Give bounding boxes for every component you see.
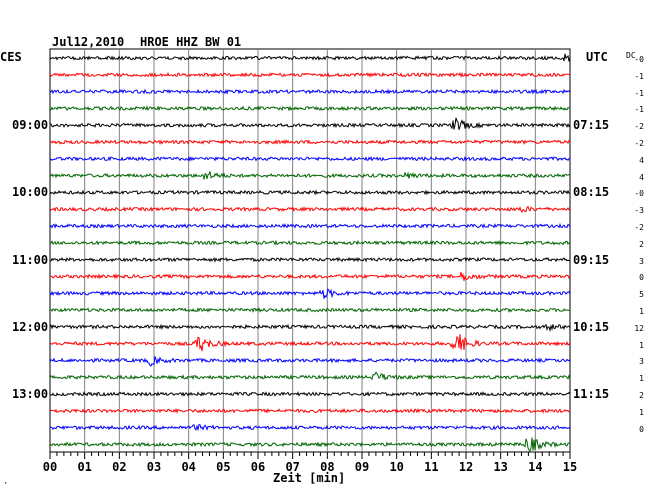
x-tick-label: 09 xyxy=(355,460,369,474)
dc-offset-value: 1 xyxy=(639,307,644,316)
x-tick-label: 06 xyxy=(251,460,265,474)
date-label: Jul12,2010 xyxy=(52,35,125,49)
seismic-trace xyxy=(49,371,571,381)
grid-lines xyxy=(49,48,571,453)
seismic-trace xyxy=(49,356,571,367)
dc-offset-value: -0 xyxy=(634,189,644,199)
right-hour-label: 11:15 xyxy=(573,387,610,401)
dc-offset-value: -1 xyxy=(634,71,644,81)
dc-offset-value: -2 xyxy=(634,223,644,232)
right-hour-label: 09:15 xyxy=(573,252,610,267)
dc-offset-value: 2 xyxy=(639,391,644,400)
seismic-trace xyxy=(49,139,571,146)
x-tick-label: 14 xyxy=(528,460,542,474)
seismic-trace xyxy=(49,256,571,263)
dc-label: DC xyxy=(626,51,636,60)
seismic-trace xyxy=(49,307,571,313)
dc-offset-value: -2 xyxy=(634,139,644,148)
right-zone-label: UTC xyxy=(586,50,608,64)
dc-offset-value: 4 xyxy=(639,172,644,182)
x-tick-label: 02 xyxy=(112,460,126,474)
seismic-trace xyxy=(49,71,571,78)
dc-offset-value: -1 xyxy=(634,105,644,115)
x-tick-label: 10 xyxy=(389,460,403,474)
dc-offset-value: -0 xyxy=(634,55,644,64)
x-tick-label: 05 xyxy=(216,460,230,474)
x-tick-label: 11 xyxy=(424,460,438,474)
trace-group xyxy=(49,53,571,453)
x-tick-label: 12 xyxy=(459,460,473,474)
x-axis-title: Zeit [min] xyxy=(273,471,346,485)
x-tick-label: 07 xyxy=(285,460,299,474)
seismic-trace xyxy=(49,189,571,196)
dc-offset-value: 4 xyxy=(639,155,644,165)
dc-offset-value: 2 xyxy=(639,239,644,249)
seismic-trace xyxy=(49,239,571,246)
seismic-trace xyxy=(49,53,571,62)
x-tick-label: 00 xyxy=(43,460,57,474)
left-hour-label: 09:00 xyxy=(12,118,49,133)
x-tick-label: 04 xyxy=(181,460,195,474)
seismic-trace xyxy=(49,334,571,352)
left-hour-label: 10:00 xyxy=(12,185,49,200)
seismic-trace xyxy=(49,407,571,414)
seismic-trace xyxy=(49,155,571,162)
dc-offset-value: 0 xyxy=(639,273,644,283)
dc-offset-value: -2 xyxy=(634,122,644,132)
dc-offset-value: -1 xyxy=(634,88,644,98)
dc-offset-value: 0 xyxy=(639,424,644,434)
seismic-trace xyxy=(49,171,571,180)
left-zone-label: CES xyxy=(0,50,22,64)
dc-offset-value: -3 xyxy=(634,206,644,216)
seismic-trace xyxy=(49,88,571,95)
corner-mark: · xyxy=(3,479,9,489)
x-tick-label: 01 xyxy=(77,460,91,474)
x-axis: 00 01 02 03 04 05 06 07 08 09 10 11 12 13 14 15 xyxy=(43,452,577,474)
dc-offset-value: 12 xyxy=(634,323,644,333)
left-hour-label: 13:00 xyxy=(12,387,49,401)
dc-offset-value: 3 xyxy=(639,357,644,367)
seismic-trace xyxy=(49,424,571,432)
left-hour-label: 11:00 xyxy=(12,252,49,267)
seismic-trace xyxy=(49,222,571,229)
station-label: HROE HHZ BW 01 xyxy=(140,35,242,49)
dc-offset-value: 5 xyxy=(639,290,644,300)
dc-offset-value: 3 xyxy=(639,256,644,266)
right-hour-label: 10:15 xyxy=(573,319,610,334)
dc-offset-value: 1 xyxy=(639,374,644,384)
seismic-trace xyxy=(49,205,571,214)
seismic-trace xyxy=(49,105,571,112)
dc-offset-value: 1 xyxy=(639,340,644,350)
x-tick-label: 13 xyxy=(493,460,507,474)
seismic-trace xyxy=(49,271,571,282)
right-hour-label: 07:15 xyxy=(573,118,610,133)
seismic-trace xyxy=(49,117,571,130)
left-hour-label: 12:00 xyxy=(12,319,49,334)
x-tick-label: 08 xyxy=(320,460,334,474)
seismic-trace xyxy=(49,323,571,333)
dc-offset-value: 1 xyxy=(639,407,644,417)
x-tick-label: 03 xyxy=(147,460,161,474)
right-hour-label: 08:15 xyxy=(573,185,610,200)
seismic-trace xyxy=(49,287,571,299)
seismic-trace xyxy=(49,437,571,453)
x-tick-label: 15 xyxy=(563,460,577,474)
seismic-trace xyxy=(49,391,571,397)
plot-frame xyxy=(49,48,571,453)
